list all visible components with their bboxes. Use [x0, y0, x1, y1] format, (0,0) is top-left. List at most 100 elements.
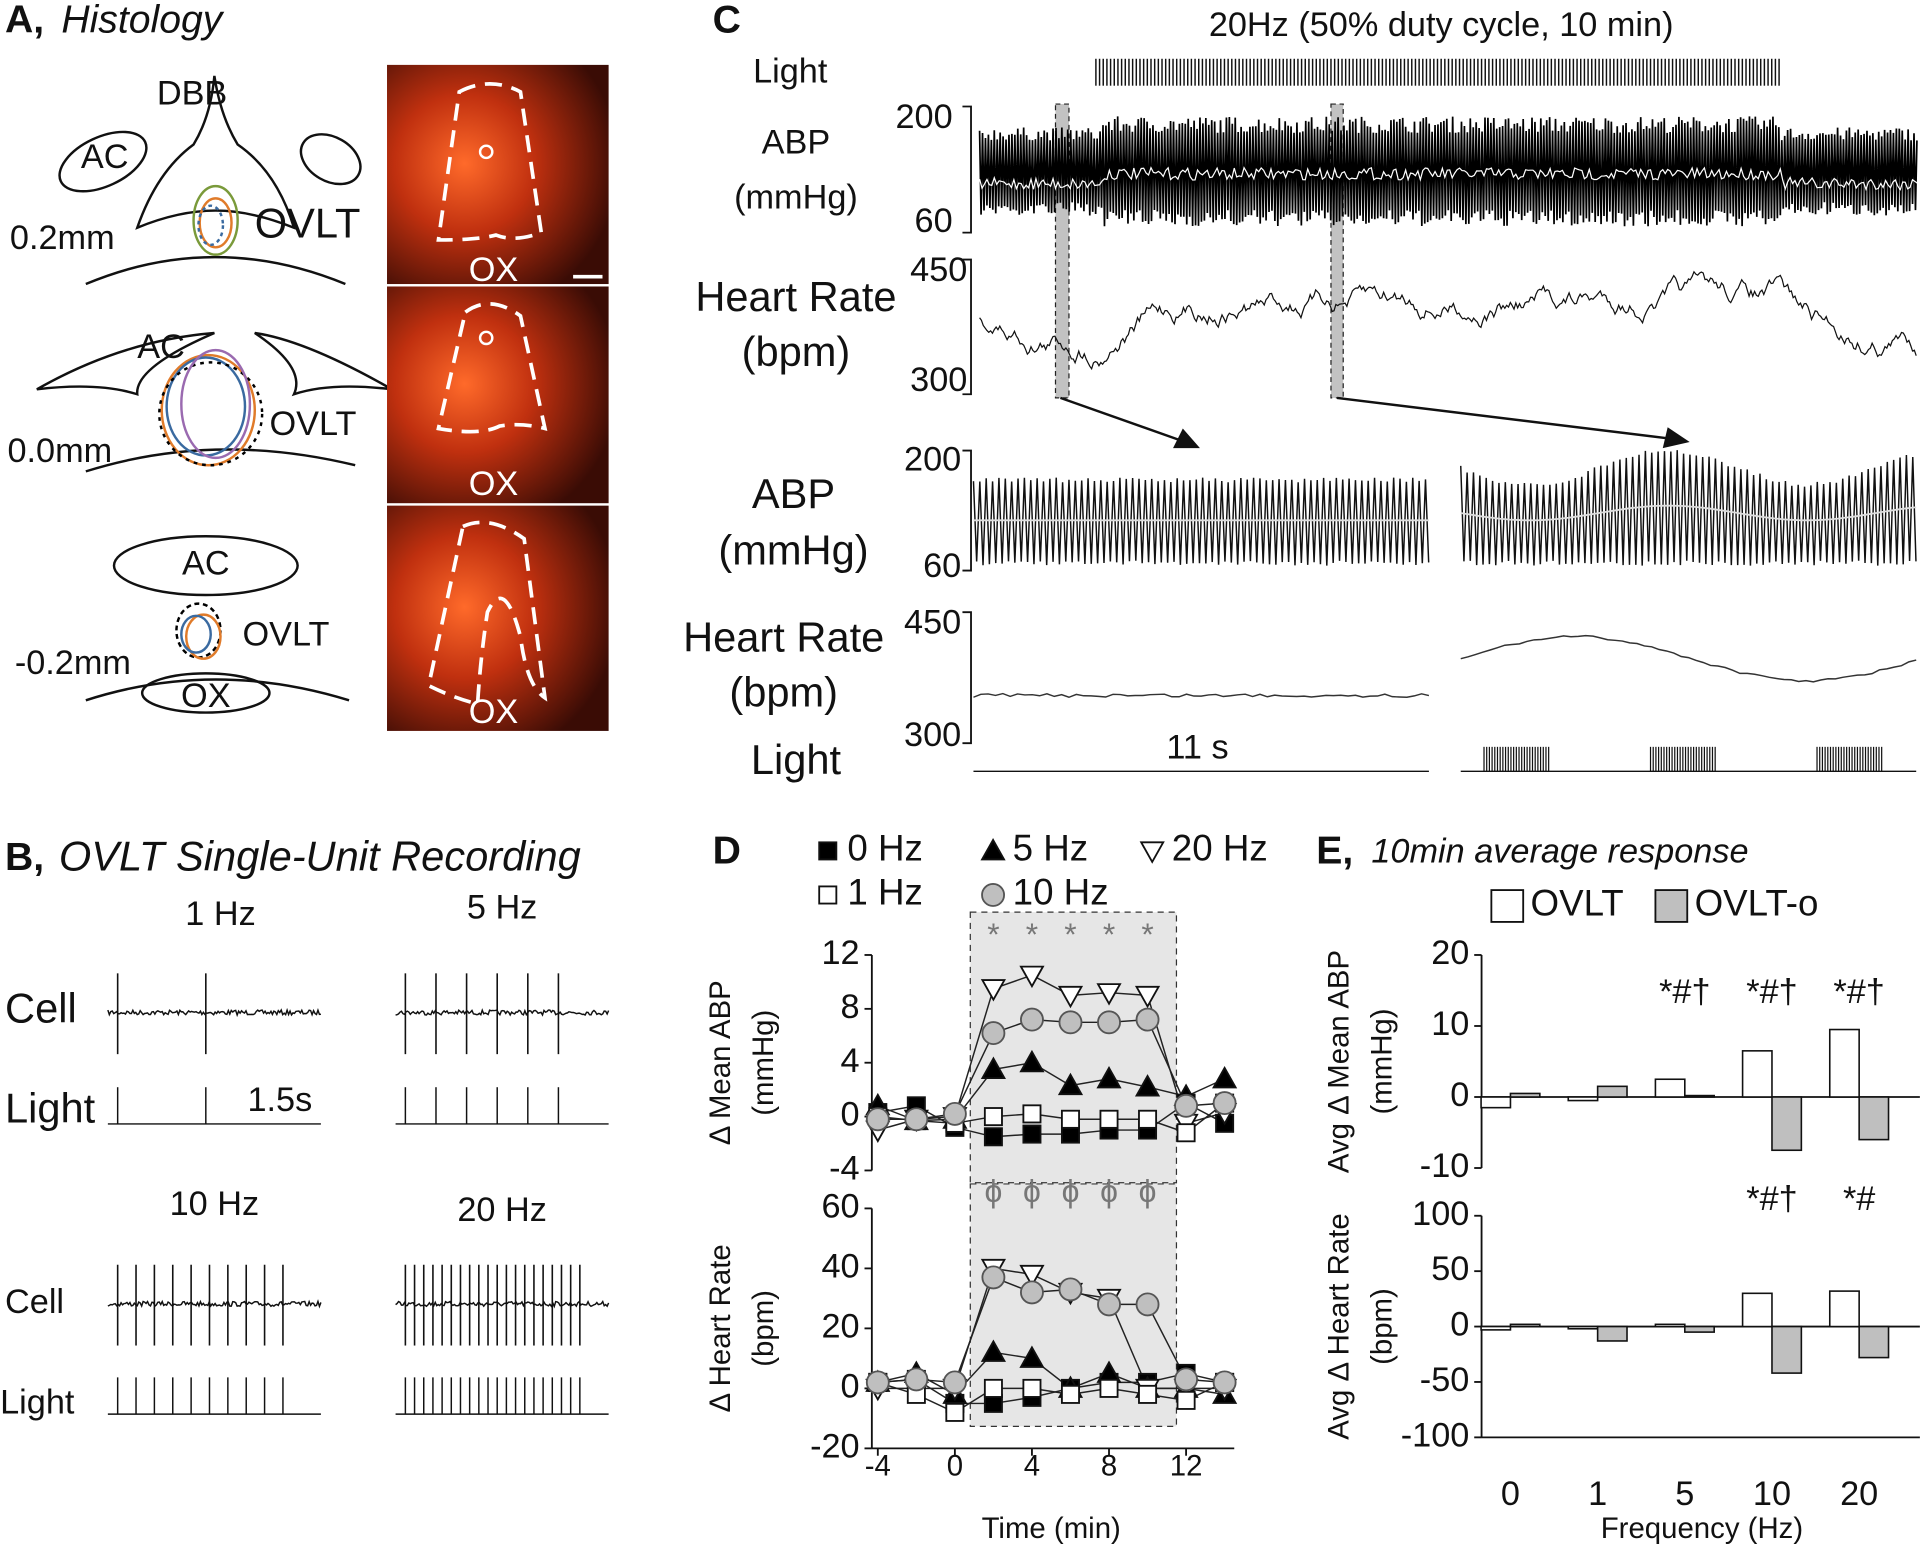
- panel-title: 10min average response: [1371, 832, 1748, 870]
- axis-label: 60: [923, 547, 961, 585]
- row-label: Light: [5, 1085, 96, 1132]
- image-label: OX: [469, 251, 519, 289]
- marker: [942, 1370, 967, 1395]
- row-label: Light: [753, 53, 828, 91]
- significance: *: [1064, 916, 1076, 952]
- x-tick-label: 0: [1501, 1475, 1520, 1513]
- cell-trace: [107, 1299, 322, 1309]
- abp-trace: [1460, 450, 1917, 566]
- bar: [1596, 1325, 1628, 1342]
- legend-label: 20 Hz: [1172, 828, 1268, 869]
- series-line: [877, 1018, 1225, 1121]
- bar: [1858, 1325, 1890, 1359]
- marker: [1019, 1049, 1045, 1073]
- histology-images: [387, 64, 609, 731]
- structure-label: AC: [182, 545, 230, 583]
- marker: [1212, 1370, 1237, 1395]
- y-axis-label: Avg Δ Mean ABP: [1323, 950, 1356, 1173]
- image-label: OX: [469, 465, 519, 503]
- marker: [1019, 1264, 1045, 1288]
- structure-label: AC: [137, 328, 185, 366]
- y-axis-label: (mmHg): [1365, 1008, 1398, 1114]
- significance: ϕ: [984, 1173, 1002, 1209]
- series-line: [877, 1267, 1225, 1390]
- marker: [1174, 1367, 1199, 1392]
- bar: [1684, 1325, 1715, 1333]
- bar: [1828, 1028, 1860, 1098]
- bar: [1654, 1323, 1686, 1328]
- significance: *#†: [1746, 973, 1797, 1011]
- bar: [1567, 1096, 1599, 1102]
- series-line: [877, 1381, 1225, 1414]
- significance: ϕ: [1062, 1173, 1080, 1209]
- y-tick-label: -50: [1420, 1361, 1470, 1399]
- marker: [1058, 1010, 1083, 1035]
- section-level: 0.2mm: [10, 219, 115, 257]
- axis-label: 300: [910, 361, 967, 399]
- y-tick-label: 60: [821, 1187, 859, 1225]
- hr-trace: [979, 270, 1917, 371]
- marker: [1212, 1065, 1238, 1089]
- significance: *#: [1843, 1180, 1875, 1218]
- bar: [1771, 1325, 1803, 1374]
- legend-label: OVLT: [1531, 883, 1624, 924]
- series-line: [877, 974, 1225, 1131]
- image-label: OX: [469, 693, 519, 731]
- frequency-label: 5 Hz: [467, 889, 537, 927]
- row-label: (bpm): [729, 668, 838, 715]
- brain-sketches: [36, 75, 393, 714]
- bar: [1858, 1096, 1890, 1141]
- cell-trace: [395, 1299, 610, 1309]
- structure-label: OVLT: [243, 616, 330, 654]
- y-axis-label: (mmHg): [747, 1010, 780, 1116]
- axis-label: 450: [910, 251, 967, 289]
- legend-marker: [818, 885, 838, 905]
- hr-trace: [1460, 634, 1917, 683]
- y-axis-label: (bpm): [747, 1290, 780, 1367]
- recording-traces: [107, 58, 1918, 1415]
- marker: [1135, 1292, 1160, 1317]
- marker: [1020, 1280, 1044, 1305]
- bar: [1771, 1096, 1803, 1152]
- abp-trace: [978, 116, 1918, 227]
- bar: [1684, 1094, 1715, 1098]
- y-tick-label: 0: [1450, 1076, 1469, 1114]
- bar: [1741, 1292, 1773, 1328]
- marker: [983, 1127, 1003, 1147]
- marker: [1097, 1292, 1121, 1317]
- marker: [1174, 1093, 1199, 1118]
- marker: [980, 1056, 1007, 1079]
- frequency-label: 1 Hz: [185, 895, 255, 933]
- marker: [1022, 1378, 1042, 1398]
- row-label: Heart Rate: [683, 613, 884, 660]
- protocol: 20Hz (50% duty cycle, 10 min): [1209, 6, 1674, 44]
- legend-label: OVLT-o: [1695, 883, 1819, 924]
- y-tick-label: -4: [829, 1150, 859, 1188]
- significance: *: [987, 916, 999, 952]
- marker: [1096, 1065, 1122, 1089]
- significance: *: [1141, 916, 1153, 952]
- hr-trace: [973, 692, 1430, 699]
- panel-label: C: [713, 0, 741, 41]
- y-axis-label: Δ Heart Rate: [704, 1244, 737, 1412]
- y-tick-label: 50: [1431, 1250, 1469, 1288]
- panel-label: A,: [5, 0, 44, 41]
- bar: [1480, 1325, 1512, 1331]
- y-axis-label: Avg Δ Heart Rate: [1323, 1213, 1356, 1439]
- marker: [980, 1339, 1007, 1362]
- x-tick-label: 12: [1170, 1450, 1203, 1483]
- significance: *#†: [1659, 973, 1710, 1011]
- x-tick-label: 4: [1024, 1450, 1040, 1483]
- y-axis-label: Δ Mean ABP: [704, 980, 737, 1145]
- bar: [1567, 1325, 1599, 1330]
- row-label: Heart Rate: [695, 273, 896, 320]
- axis-label: 200: [904, 441, 961, 479]
- significance: *: [1103, 916, 1115, 952]
- marker: [1134, 985, 1161, 1009]
- y-tick-label: 10: [1431, 1005, 1469, 1043]
- row-label: ABP: [752, 470, 835, 517]
- cell-trace: [395, 1008, 610, 1017]
- ovlt-outlines: [158, 184, 264, 660]
